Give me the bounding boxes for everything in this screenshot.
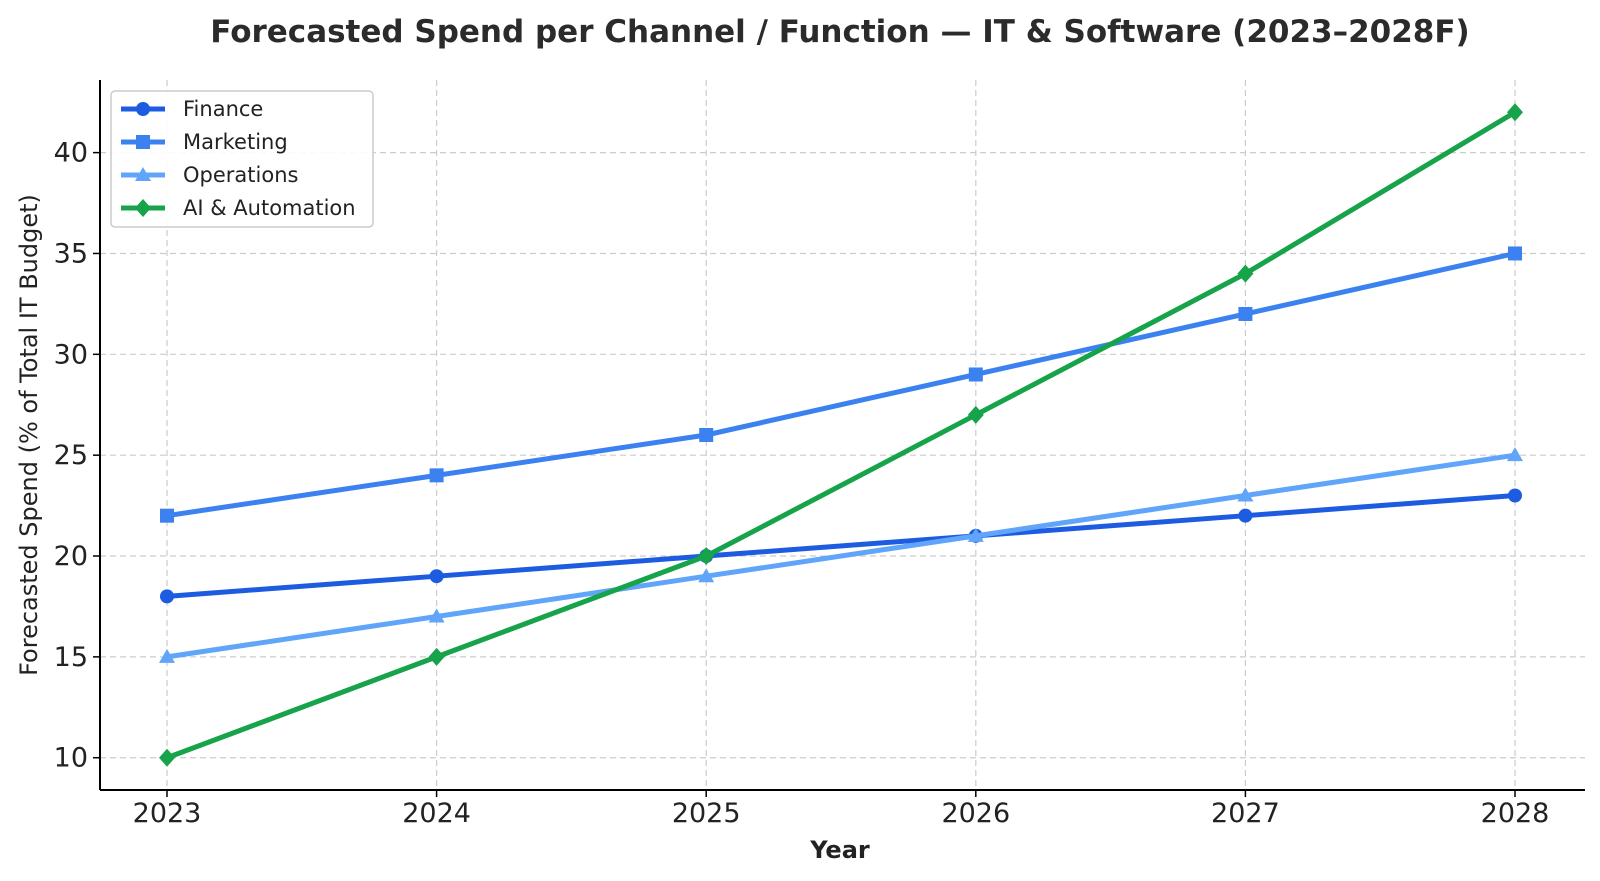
legend-item-operations: Operations	[121, 163, 298, 187]
series-line-marketing	[164, 250, 1518, 519]
data-point-marketing	[1508, 246, 1522, 261]
data-point-operations	[159, 648, 175, 663]
data-point-ai-automation	[967, 405, 984, 424]
x-tick-label: 2023	[133, 798, 202, 829]
data-point-marketing	[1238, 306, 1253, 321]
y-tick-label: 10	[54, 743, 88, 774]
data-point-operations	[428, 608, 445, 623]
x-axis-label: Year	[809, 836, 870, 864]
x-tick-label: 2025	[672, 798, 741, 829]
y-tick-label: 15	[54, 642, 88, 673]
series-operations	[159, 447, 1523, 663]
data-point-operations	[1507, 447, 1523, 462]
legend-item-ai-automation: AI & Automation	[121, 196, 356, 220]
data-point-operations	[698, 568, 715, 583]
data-point-marketing	[968, 367, 983, 382]
y-tick-label: 30	[54, 339, 88, 370]
series-ai-automation	[159, 103, 1523, 767]
data-point-finance	[429, 569, 444, 584]
legend-label: Finance	[183, 97, 263, 121]
legend-marker	[136, 135, 150, 149]
y-tick-label: 20	[54, 541, 88, 572]
data-point-finance	[160, 589, 174, 604]
x-tick-label: 2024	[402, 798, 471, 829]
data-point-ai-automation	[1507, 103, 1523, 122]
legend-marker	[135, 199, 151, 217]
y-tick-label: 35	[54, 238, 88, 269]
data-point-operations	[1237, 487, 1254, 502]
data-point-ai-automation	[428, 647, 445, 666]
series-line-ai-automation	[164, 109, 1518, 761]
axes-layer	[99, 80, 1585, 791]
series-line-finance	[164, 493, 1518, 599]
data-point-marketing	[429, 468, 444, 483]
data-point-marketing	[160, 508, 174, 523]
legend-item-marketing: Marketing	[121, 130, 288, 154]
data-point-ai-automation	[1237, 264, 1254, 283]
legend-label: Operations	[183, 163, 298, 187]
legend: Finance Marketing Operations AI & Automatio…	[110, 90, 374, 228]
legend-marker	[136, 102, 150, 116]
data-point-finance	[1508, 488, 1522, 503]
series-layer	[159, 103, 1523, 767]
data-point-marketing	[699, 428, 714, 442]
data-point-ai-automation	[698, 547, 715, 566]
data-point-finance	[1238, 508, 1253, 523]
legend-marker	[135, 167, 151, 181]
legend-box	[110, 90, 374, 228]
data-point-ai-automation	[159, 748, 175, 767]
data-point-operations	[967, 527, 984, 542]
y-axis-label: Forecasted Spend (% of Total IT Budget)	[15, 194, 43, 676]
series-finance	[160, 488, 1522, 604]
legend-label: Marketing	[183, 130, 288, 154]
x-tick-label: 2027	[1211, 798, 1280, 829]
y-tick-label: 25	[54, 440, 88, 471]
x-tick-label: 2026	[941, 798, 1010, 829]
chart-title: Forecasted Spend per Channel / Function …	[210, 14, 1469, 50]
x-tick-label: 2028	[1481, 798, 1550, 829]
y-tick-label: 40	[54, 138, 88, 169]
legend-label: AI & Automation	[183, 196, 356, 220]
series-marketing	[160, 246, 1522, 523]
series-line-operations	[164, 452, 1518, 660]
legend-item-finance: Finance	[121, 97, 263, 121]
